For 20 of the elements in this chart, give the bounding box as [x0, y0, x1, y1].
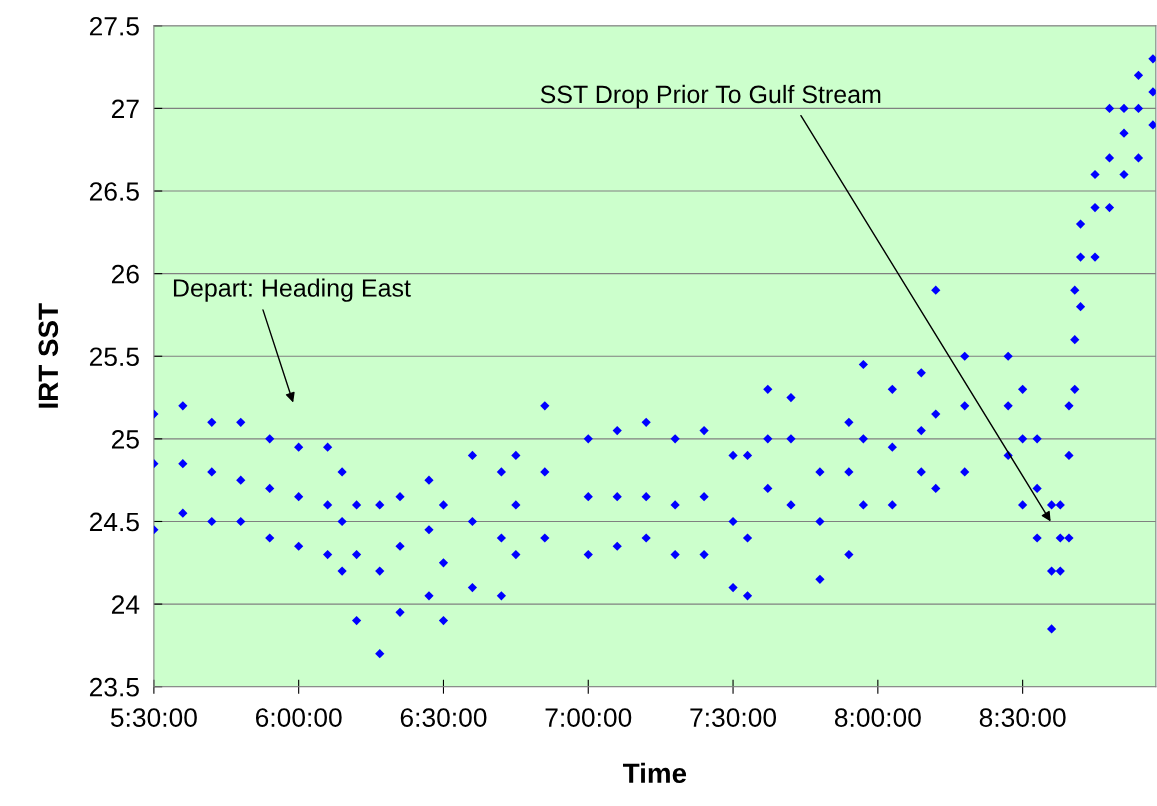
x-tick-label: 8:00:00 [834, 708, 921, 727]
y-tick-label: 24.5 [89, 512, 139, 532]
annotation: Depart: Heading East [173, 278, 411, 302]
y-tick-label: 25 [111, 430, 139, 449]
y-tick-label: 23.5 [89, 677, 139, 697]
y-axis-title: IRT SST [38, 303, 59, 408]
x-tick-label: 6:30:00 [400, 708, 487, 727]
y-tick-label: 27.5 [89, 16, 139, 36]
y-tick-label: 25.5 [89, 347, 139, 367]
x-tick-label: 6:00:00 [256, 708, 342, 727]
y-tick-label: 27 [111, 99, 139, 118]
y-tick-label: 24 [111, 595, 140, 614]
x-tick-label: 8:30:00 [979, 708, 1066, 727]
x-tick-label: 7:00:00 [545, 708, 632, 727]
y-tick-label: 26.5 [89, 182, 139, 201]
x-tick-label: 5:30:00 [110, 708, 197, 727]
x-axis-title: Time [623, 762, 687, 784]
x-tick-label: 7:30:00 [690, 708, 777, 727]
annotation: SST Drop Prior To Gulf Stream [540, 84, 881, 109]
y-tick-label: 26 [111, 264, 139, 284]
